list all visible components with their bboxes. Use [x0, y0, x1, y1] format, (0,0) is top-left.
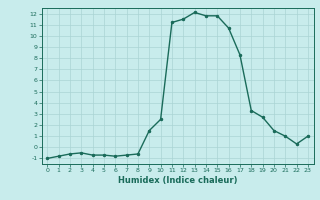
X-axis label: Humidex (Indice chaleur): Humidex (Indice chaleur)	[118, 176, 237, 185]
